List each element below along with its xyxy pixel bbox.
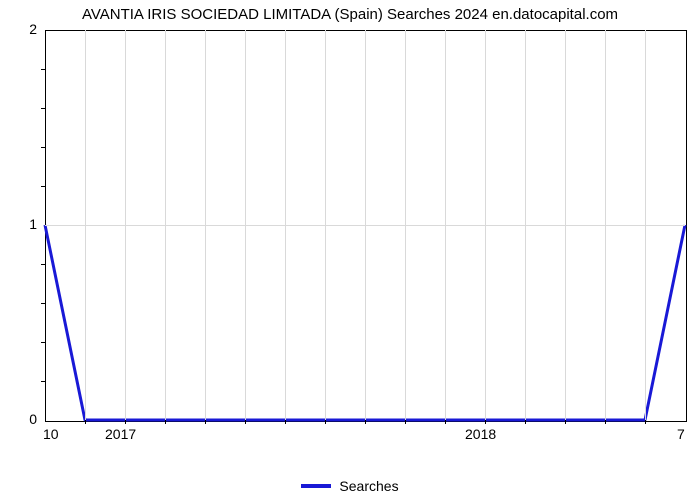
x-gridline — [245, 30, 246, 420]
line-series-svg — [0, 0, 700, 500]
x-gridline — [605, 30, 606, 420]
y-minor-tick — [41, 303, 45, 304]
x-gridline — [525, 30, 526, 420]
x-tick-label: 2018 — [465, 426, 496, 442]
x-gridline — [85, 30, 86, 420]
x-minor-tick — [245, 420, 246, 424]
y-tick-label: 2 — [29, 21, 37, 37]
x-minor-tick — [485, 420, 486, 424]
x-minor-tick — [285, 420, 286, 424]
x-minor-tick — [445, 420, 446, 424]
y-minor-tick — [41, 69, 45, 70]
y-minor-tick — [41, 264, 45, 265]
x-minor-tick — [205, 420, 206, 424]
x-minor-tick — [405, 420, 406, 424]
x-gridline — [125, 30, 126, 420]
chart-stage: AVANTIA IRIS SOCIEDAD LIMITADA (Spain) S… — [0, 0, 700, 500]
x-minor-tick — [605, 420, 606, 424]
y-tick-label: 1 — [29, 216, 37, 232]
x-tick-label: 2017 — [105, 426, 136, 442]
x-gridline — [565, 30, 566, 420]
x-minor-tick — [645, 420, 646, 424]
x-gridline — [445, 30, 446, 420]
x-minor-tick — [85, 420, 86, 424]
x-minor-tick — [125, 420, 126, 424]
y-minor-tick — [41, 108, 45, 109]
x-gridline — [405, 30, 406, 420]
x-gridline — [285, 30, 286, 420]
legend-label: Searches — [339, 478, 398, 494]
x-minor-tick — [565, 420, 566, 424]
x-gridline — [365, 30, 366, 420]
x-gridline — [165, 30, 166, 420]
y-tick-label: 0 — [29, 411, 37, 427]
legend: Searches — [0, 478, 700, 494]
legend-swatch — [301, 484, 331, 488]
x-minor-tick — [525, 420, 526, 424]
x-minor-tick — [165, 420, 166, 424]
x-gridline — [325, 30, 326, 420]
corner-bottom-left: 10 — [43, 426, 59, 442]
x-gridline — [645, 30, 646, 420]
x-gridline — [205, 30, 206, 420]
x-minor-tick — [325, 420, 326, 424]
x-minor-tick — [365, 420, 366, 424]
x-gridline — [485, 30, 486, 420]
y-minor-tick — [41, 186, 45, 187]
y-minor-tick — [41, 342, 45, 343]
y-minor-tick — [41, 381, 45, 382]
corner-bottom-right: 7 — [677, 426, 685, 442]
y-minor-tick — [41, 147, 45, 148]
